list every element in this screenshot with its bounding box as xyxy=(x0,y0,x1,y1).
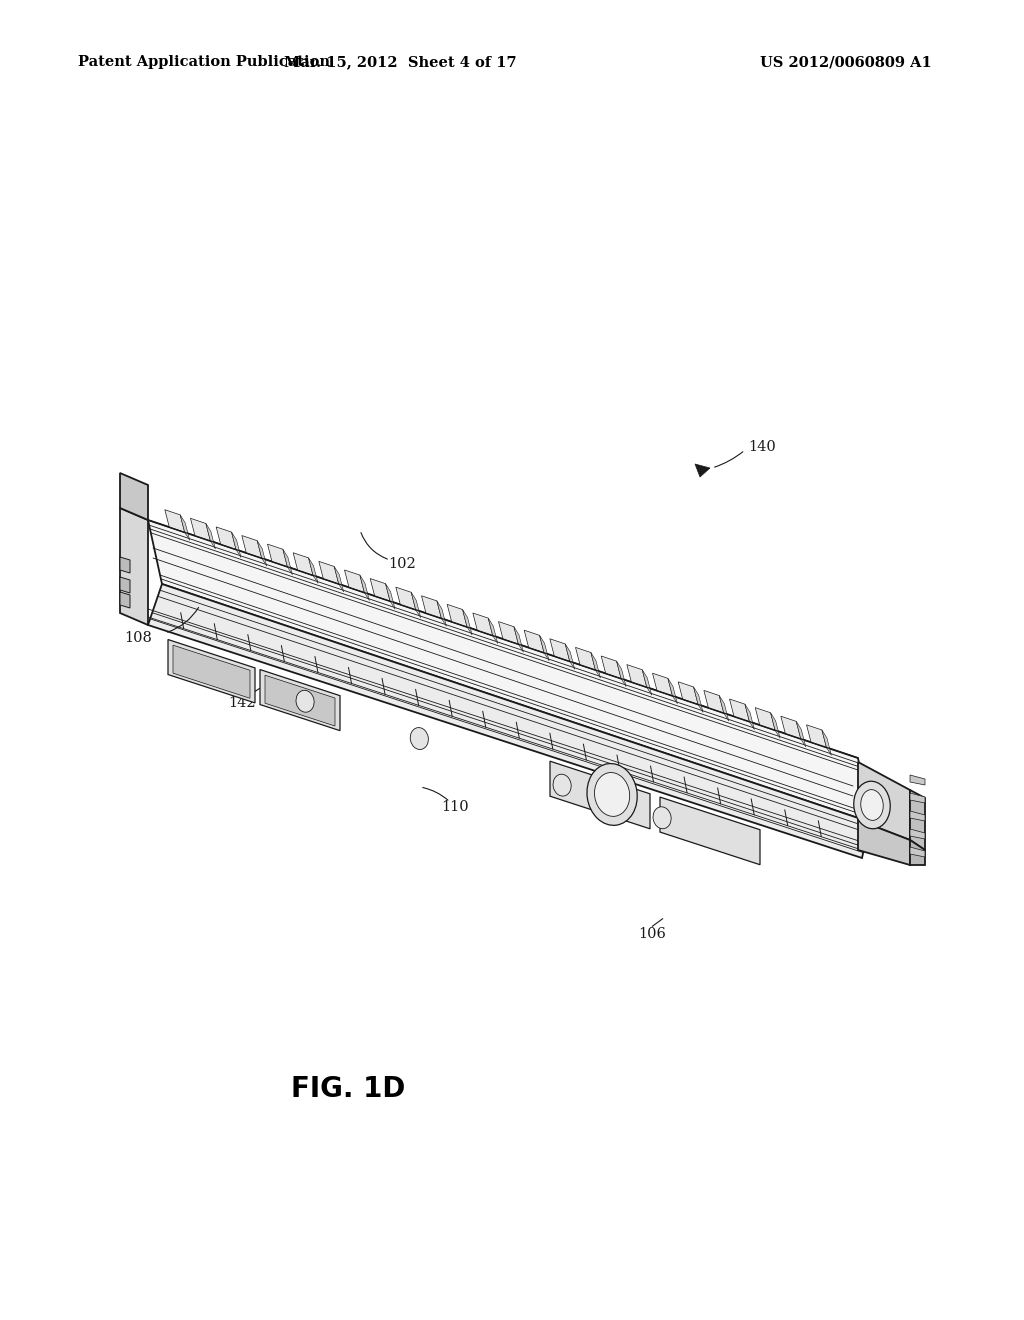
Polygon shape xyxy=(627,664,647,688)
Ellipse shape xyxy=(653,807,671,829)
Polygon shape xyxy=(437,601,446,627)
Text: 106: 106 xyxy=(638,927,666,941)
Polygon shape xyxy=(652,673,673,696)
Text: 110: 110 xyxy=(441,800,469,814)
Polygon shape xyxy=(729,700,750,722)
Polygon shape xyxy=(120,591,130,609)
Polygon shape xyxy=(265,676,335,726)
Polygon shape xyxy=(910,840,925,865)
Text: 140: 140 xyxy=(748,440,776,454)
Polygon shape xyxy=(755,708,775,730)
Polygon shape xyxy=(910,789,925,850)
Polygon shape xyxy=(910,775,925,785)
Text: 142: 142 xyxy=(228,696,256,710)
Polygon shape xyxy=(550,639,569,661)
Ellipse shape xyxy=(587,763,637,825)
Polygon shape xyxy=(334,566,344,591)
Text: 102: 102 xyxy=(388,557,416,572)
Polygon shape xyxy=(257,541,266,566)
Polygon shape xyxy=(514,627,523,652)
Polygon shape xyxy=(807,725,826,747)
Polygon shape xyxy=(267,544,288,566)
Polygon shape xyxy=(744,704,755,730)
Polygon shape xyxy=(190,519,210,541)
Polygon shape xyxy=(703,690,724,713)
Polygon shape xyxy=(771,713,780,738)
Polygon shape xyxy=(642,669,651,696)
Polygon shape xyxy=(260,669,340,731)
Polygon shape xyxy=(165,510,184,532)
Ellipse shape xyxy=(861,789,884,820)
Polygon shape xyxy=(242,536,262,558)
Polygon shape xyxy=(575,647,595,671)
Polygon shape xyxy=(591,652,600,678)
Polygon shape xyxy=(719,696,729,721)
Polygon shape xyxy=(910,847,925,857)
Polygon shape xyxy=(396,587,416,610)
Polygon shape xyxy=(120,557,130,573)
Polygon shape xyxy=(148,520,870,822)
Polygon shape xyxy=(550,762,650,829)
Polygon shape xyxy=(386,583,395,609)
Polygon shape xyxy=(858,820,910,865)
Polygon shape xyxy=(293,553,313,576)
Polygon shape xyxy=(499,622,518,644)
Polygon shape xyxy=(678,682,698,705)
Polygon shape xyxy=(120,473,148,520)
Polygon shape xyxy=(180,515,189,540)
Polygon shape xyxy=(168,639,255,704)
Ellipse shape xyxy=(595,772,630,816)
Text: Mar. 15, 2012  Sheet 4 of 17: Mar. 15, 2012 Sheet 4 of 17 xyxy=(284,55,516,69)
Polygon shape xyxy=(148,583,870,858)
Polygon shape xyxy=(359,576,370,601)
Polygon shape xyxy=(422,595,441,618)
Ellipse shape xyxy=(854,781,890,829)
Polygon shape xyxy=(822,730,831,755)
Polygon shape xyxy=(910,829,925,840)
Polygon shape xyxy=(283,549,293,574)
Polygon shape xyxy=(488,618,498,644)
Text: FIG. 1D: FIG. 1D xyxy=(291,1074,406,1104)
Polygon shape xyxy=(447,605,467,627)
Text: 108: 108 xyxy=(124,631,152,645)
Polygon shape xyxy=(858,762,910,840)
Polygon shape xyxy=(910,793,925,803)
Polygon shape xyxy=(344,570,365,593)
Polygon shape xyxy=(693,686,703,713)
Polygon shape xyxy=(668,678,678,704)
Polygon shape xyxy=(781,717,801,739)
Polygon shape xyxy=(565,644,574,669)
Polygon shape xyxy=(473,612,493,635)
Polygon shape xyxy=(231,532,241,557)
Polygon shape xyxy=(216,527,237,549)
Polygon shape xyxy=(173,645,250,698)
Ellipse shape xyxy=(411,727,428,750)
Polygon shape xyxy=(695,465,710,477)
Polygon shape xyxy=(660,797,760,865)
Ellipse shape xyxy=(553,775,571,796)
Ellipse shape xyxy=(296,690,314,713)
Polygon shape xyxy=(308,558,318,583)
Text: US 2012/0060809 A1: US 2012/0060809 A1 xyxy=(760,55,932,69)
Polygon shape xyxy=(540,635,549,661)
Polygon shape xyxy=(370,578,390,601)
Polygon shape xyxy=(206,524,215,549)
Polygon shape xyxy=(910,810,925,821)
Polygon shape xyxy=(524,630,544,653)
Polygon shape xyxy=(120,577,130,593)
Polygon shape xyxy=(616,661,626,686)
Polygon shape xyxy=(318,561,339,583)
Polygon shape xyxy=(463,610,472,635)
Text: Patent Application Publication: Patent Application Publication xyxy=(78,55,330,69)
Polygon shape xyxy=(120,508,148,624)
Polygon shape xyxy=(797,722,806,747)
Polygon shape xyxy=(601,656,622,678)
Polygon shape xyxy=(412,593,421,618)
